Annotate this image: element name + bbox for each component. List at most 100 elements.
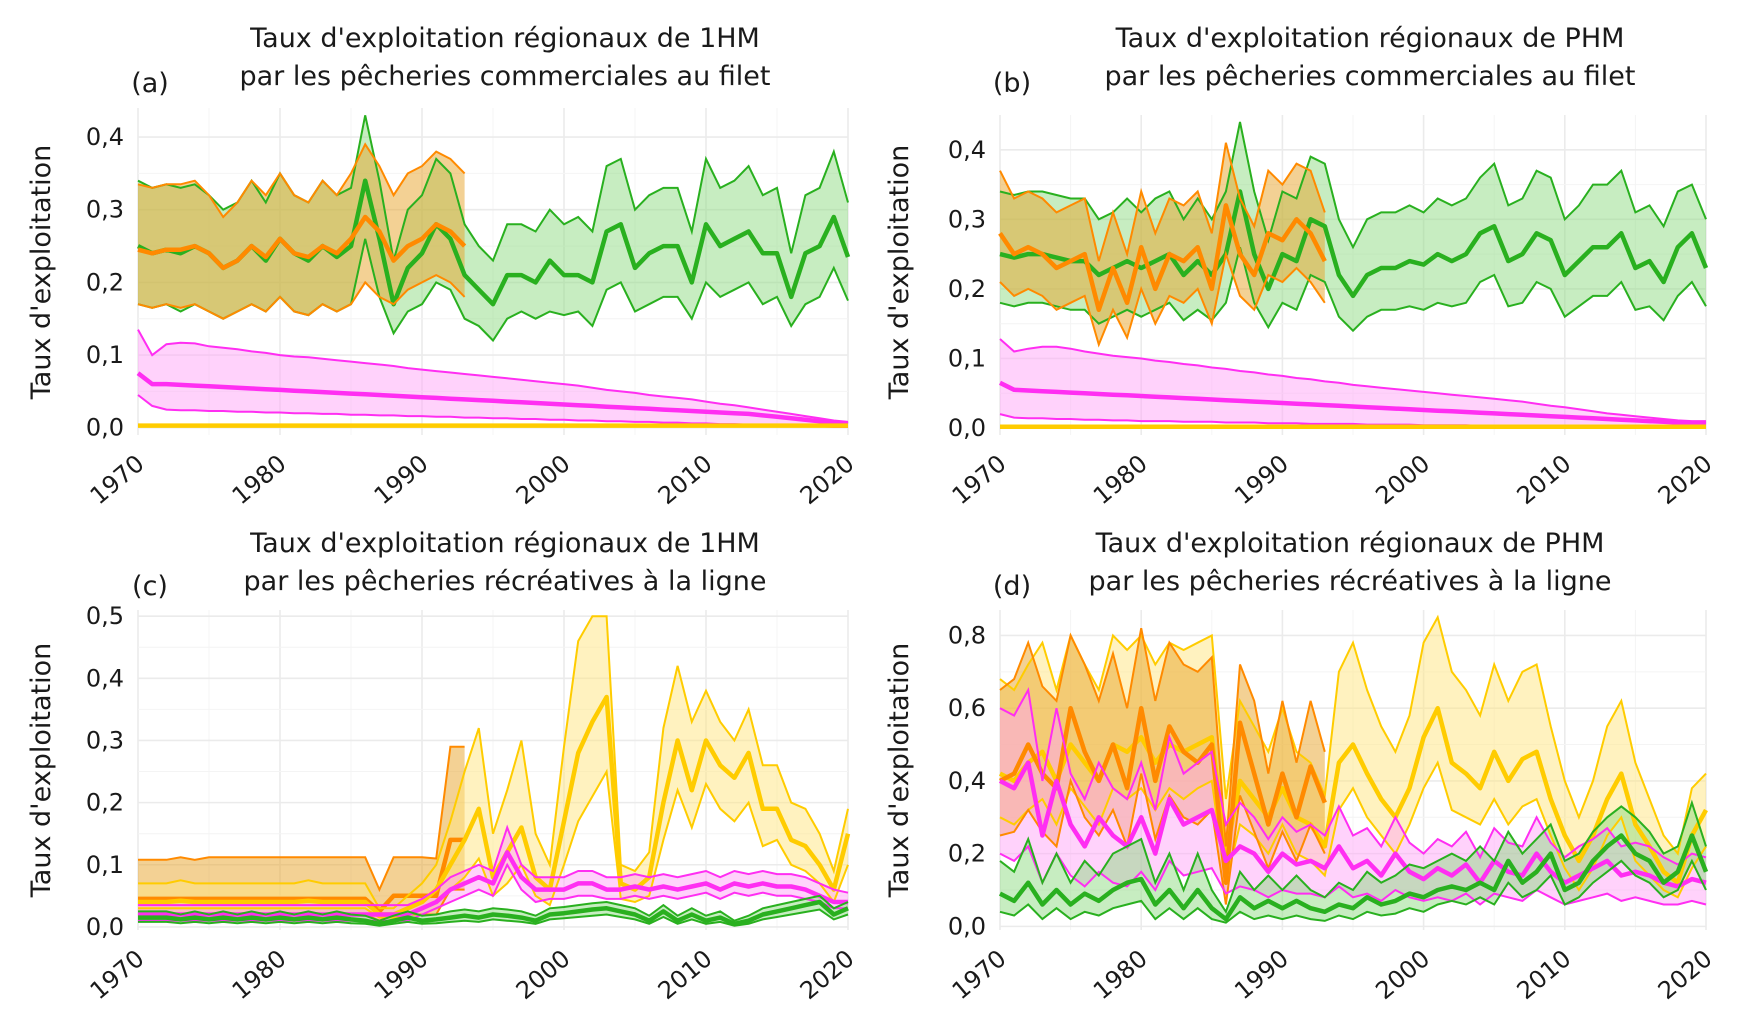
y-tick-label: 0,3: [948, 205, 986, 233]
series-1-ribbon: [138, 746, 465, 921]
chart-panel-3: 0,0 0,1 0,2 0,3 0,4 0,5 1970 1980 1990 2000 2010 20…: [26, 528, 860, 1005]
y-tick-label: 0,6: [948, 694, 986, 722]
chart-title-line-1: Taux d'exploitation régionaux de 1HM: [249, 528, 760, 559]
y-tick-label: 0,1: [948, 344, 986, 372]
chart-panel-1: 0,0 0,1 0,2 0,3 0,4 1970 1980 1990 2000 2010 2020 T…: [26, 23, 860, 510]
x-tick-label: 1990: [1229, 449, 1294, 510]
x-tick-label: 1980: [227, 449, 292, 510]
x-tick-label: 2020: [795, 944, 860, 1005]
x-tick-label: 2010: [653, 944, 718, 1005]
series-3-upper-line: [138, 824, 849, 907]
x-tick-label: 2020: [1653, 449, 1718, 510]
series-2-upper-line: [999, 142, 1326, 262]
y-tick-label: 0,5: [86, 602, 124, 630]
chart-title-line-2: par les pêcheries récréatives à la ligne: [244, 566, 767, 597]
y-axis-label: Taux d'exploitation: [26, 145, 57, 400]
series-1-upper-line: [999, 121, 1707, 250]
x-tick-label: 2020: [795, 449, 860, 510]
series-1-upper-line: [137, 115, 849, 263]
y-tick-label: 0,2: [86, 789, 124, 817]
series-4-upper-line: [138, 894, 849, 922]
series-2-upper-line: [999, 628, 1326, 847]
series-3-upper-line: [137, 329, 849, 423]
y-tick-label: 0,2: [86, 268, 124, 296]
series-4-upper-line: [999, 799, 1707, 915]
series-2-ribbon: [1000, 142, 1325, 345]
series-1-median-line: [998, 705, 1708, 885]
x-tick-label: 2000: [1370, 944, 1435, 1005]
chart-title-line-1: Taux d'exploitation régionaux de PHM: [1095, 528, 1605, 559]
x-tick-label: 2000: [1370, 449, 1435, 510]
x-tick-label: 1970: [85, 944, 150, 1005]
y-tick-label: 0,2: [948, 275, 986, 303]
series-4-lower-line: [138, 908, 849, 927]
series-4-lower-line: [999, 858, 1707, 924]
x-tick-label: 1970: [947, 944, 1012, 1005]
series-1-upper-line: [999, 614, 1707, 856]
series-2-ribbon: [1000, 628, 1325, 905]
panel-label: (c): [132, 571, 168, 602]
x-tick-label: 2000: [511, 944, 576, 1005]
series-3-upper-line: [999, 686, 1707, 866]
series-3-lower-line: [138, 862, 848, 922]
series-2-lower-line: [999, 773, 1326, 905]
x-tick-label: 1980: [1088, 449, 1153, 510]
series-4-median-line: [138, 899, 849, 927]
y-tick-label: 0,4: [948, 767, 986, 795]
x-tick-label: 1970: [947, 449, 1012, 510]
series-1-median-line: [138, 837, 465, 914]
x-tick-label: 2010: [653, 449, 718, 510]
y-tick-label: 0,0: [948, 414, 986, 442]
y-tick-label: 0,4: [86, 123, 124, 151]
x-tick-label: 2020: [1653, 944, 1718, 1005]
y-tick-label: 0,4: [86, 664, 124, 692]
series-3-median-line: [136, 371, 849, 427]
series-2-upper-line: [137, 142, 466, 219]
panel-label: (d): [993, 571, 1031, 602]
x-tick-label: 1970: [85, 449, 150, 510]
y-axis-label: Taux d'exploitation: [884, 145, 915, 400]
y-tick-label: 0,8: [948, 621, 986, 649]
series-2-lower-line: [137, 273, 466, 320]
y-tick-label: 0,2: [948, 840, 986, 868]
series-group: [998, 121, 1709, 429]
chart-title-line-1: Taux d'exploitation régionaux de PHM: [1115, 23, 1625, 54]
y-tick-label: 0,0: [948, 912, 986, 940]
series-2-ribbon: [138, 616, 848, 918]
x-tick-label: 2010: [1512, 449, 1577, 510]
panel-label: (a): [131, 68, 169, 99]
chart-title-line-2: par les pêcheries commerciales au filet: [1105, 61, 1636, 92]
series-3-lower-line: [999, 844, 1707, 906]
y-tick-label: 0,4: [948, 136, 986, 164]
series-2-lower-line: [999, 250, 1326, 348]
series-2-upper-line: [138, 615, 849, 910]
x-tick-label: 2010: [1512, 944, 1577, 1005]
chart-panel-2: 0,0 0,1 0,2 0,3 0,4 1970 1980 1990 2000 2010 2020 T…: [884, 23, 1718, 510]
chart-title-line-2: par les pêcheries commerciales au filet: [240, 61, 771, 92]
y-tick-label: 0,0: [86, 414, 124, 442]
y-axis-label: Taux d'exploitation: [26, 643, 57, 898]
series-1-median-line: [999, 189, 1709, 299]
chart-panel-4: 0,0 0,2 0,4 0,6 0,8 1970 1980 1990 2000 2010 2020 T…: [884, 528, 1718, 1005]
series-2-median-line: [998, 203, 1327, 313]
series-group: [138, 615, 851, 927]
x-tick-label: 1990: [1229, 944, 1294, 1005]
series-2-median-line: [137, 214, 467, 271]
series-1-lower-line: [999, 246, 1707, 333]
x-tick-label: 1980: [1088, 944, 1153, 1005]
x-tick-label: 1980: [227, 944, 292, 1005]
panel-label: (b): [993, 68, 1031, 99]
series-1-upper-line: [138, 745, 465, 893]
y-tick-label: 0,1: [86, 341, 124, 369]
y-tick-label: 0,3: [86, 726, 124, 754]
x-tick-label: 2000: [511, 449, 576, 510]
y-tick-label: 0,3: [86, 196, 124, 224]
y-axis-label: Taux d'exploitation: [884, 643, 915, 898]
series-group: [998, 614, 1709, 924]
series-3-ribbon: [1000, 339, 1706, 428]
series-2-ribbon: [138, 144, 465, 319]
chart-title-line-1: Taux d'exploitation régionaux de 1HM: [249, 23, 760, 54]
series-4-median-line: [998, 833, 1709, 922]
series-3-median-line: [998, 380, 1707, 427]
